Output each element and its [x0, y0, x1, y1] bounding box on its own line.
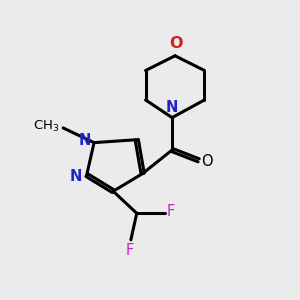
Text: N: N: [166, 100, 178, 115]
Text: F: F: [125, 243, 134, 258]
Text: N: N: [70, 169, 82, 184]
Text: F: F: [167, 204, 175, 219]
Text: N: N: [78, 133, 91, 148]
Text: CH$_3$: CH$_3$: [33, 119, 60, 134]
Text: O: O: [202, 154, 213, 169]
Text: O: O: [170, 36, 183, 51]
